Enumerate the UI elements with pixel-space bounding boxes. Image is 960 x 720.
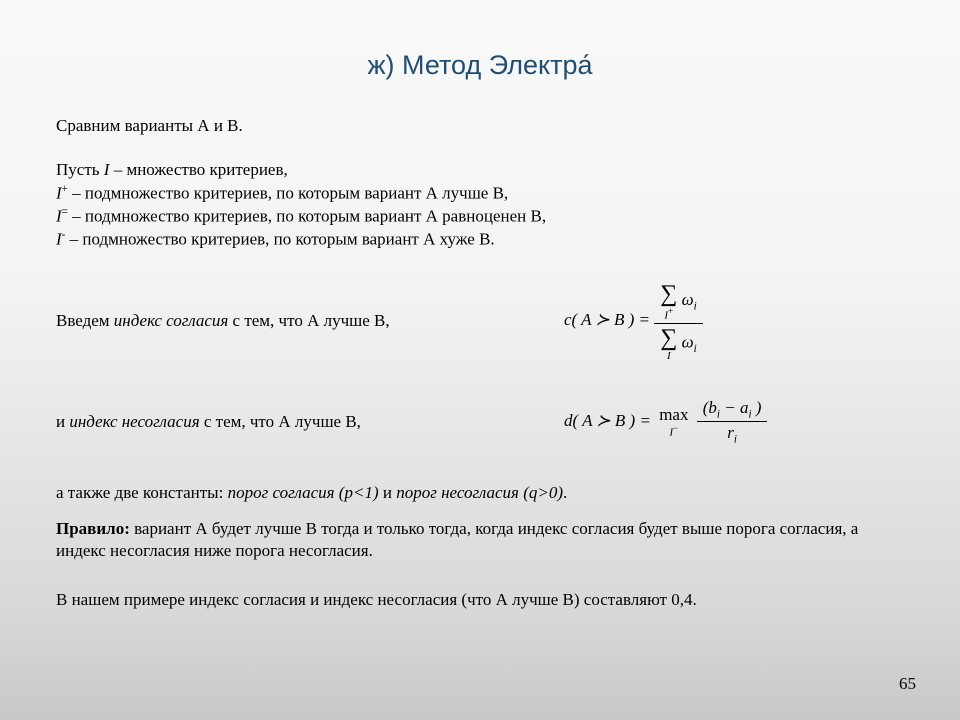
page-number: 65 bbox=[899, 674, 916, 694]
r1-num-i: i bbox=[694, 301, 697, 313]
definitions-block: Пусть I – множество критериев, I+ – подм… bbox=[56, 159, 904, 251]
r1-denominator: ∑ I ωi bbox=[654, 324, 702, 362]
disagreement-index-row: и индекс несогласия с тем, что А лучше В… bbox=[56, 398, 904, 446]
rule-text: вариант А будет лучше В тогда и только т… bbox=[56, 519, 858, 560]
def3-text: – подмножество критериев, по которым вар… bbox=[68, 207, 546, 226]
agreement-index-formula: c( A ≻ B ) = ∑ I+ ωi ∑ I ωi bbox=[564, 281, 904, 362]
example-paragraph: В нашем примере индекс согласия и индекс… bbox=[56, 589, 904, 611]
r2-fraction: (bi − ai ) ri bbox=[697, 398, 768, 446]
r1-den-omega: ω bbox=[682, 332, 694, 351]
constants-paragraph: а также две константы: порог согласия (p… bbox=[56, 482, 904, 504]
def-line-2: I+ – подмножество критериев, по которым … bbox=[56, 182, 904, 205]
def-line-3: I= – подмножество критериев, по которым … bbox=[56, 205, 904, 228]
slide-title: ж) Метод Электра́ bbox=[56, 50, 904, 81]
r1-num-sum-idx: I+ bbox=[660, 307, 677, 322]
r2-pre: и bbox=[56, 412, 69, 431]
const-term2: порог несогласия (q>0) bbox=[396, 483, 563, 502]
disagreement-index-text: и индекс несогласия с тем, что А лучше В… bbox=[56, 412, 564, 432]
r1-den-i: i bbox=[694, 343, 697, 355]
rule-paragraph: Правило: вариант А будет лучше В тогда и… bbox=[56, 518, 904, 563]
const-mid: и bbox=[379, 483, 397, 502]
r2-lhs: d( A ≻ B ) = bbox=[564, 411, 651, 430]
r2-term: индекс несогласия bbox=[69, 412, 199, 431]
r1-post: с тем, что А лучше В, bbox=[228, 311, 389, 330]
agreement-index-row: Введем индекс согласия с тем, что А лучш… bbox=[56, 281, 904, 362]
disagreement-index-formula: d( A ≻ B ) = max I− (bi − ai ) ri bbox=[564, 398, 904, 446]
sum-icon: ∑ bbox=[660, 281, 677, 308]
r1-numerator: ∑ I+ ωi bbox=[654, 281, 702, 324]
r1-num-omega: ω bbox=[682, 290, 694, 309]
slide: ж) Метод Электра́ Сравним варианты А и В… bbox=[0, 0, 960, 611]
r2-post: с тем, что А лучше В, bbox=[200, 412, 361, 431]
const-pre: а также две константы: bbox=[56, 483, 228, 502]
const-end: . bbox=[563, 483, 567, 502]
r1-term: индекс согласия bbox=[114, 311, 228, 330]
def2-text: – подмножество критериев, по которым вар… bbox=[68, 184, 508, 203]
r1-fraction: ∑ I+ ωi ∑ I ωi bbox=[654, 281, 702, 362]
r2-max-idx: I− bbox=[659, 424, 688, 439]
r2-numerator: (bi − ai ) bbox=[697, 398, 768, 422]
r1-den-sum-idx: I bbox=[660, 351, 677, 362]
def-line-1: Пусть I – множество критериев, bbox=[56, 159, 904, 181]
r1-num-sum: ∑ I+ bbox=[660, 281, 677, 322]
def1-prefix: Пусть bbox=[56, 160, 104, 179]
const-term1: порог согласия (p<1) bbox=[228, 483, 379, 502]
def-line-4: I- – подмножество критериев, по которым … bbox=[56, 228, 904, 251]
r1-lhs: c( A ≻ B ) = bbox=[564, 310, 650, 329]
rule-label: Правило: bbox=[56, 519, 130, 538]
intro-paragraph: Сравним варианты А и В. bbox=[56, 115, 904, 137]
r2-max: max I− bbox=[659, 405, 688, 439]
r1-pre: Введем bbox=[56, 311, 114, 330]
r1-den-sum: ∑ I bbox=[660, 325, 677, 362]
sum-icon: ∑ bbox=[660, 325, 677, 352]
def4-text: – подмножество критериев, по которым вар… bbox=[65, 230, 494, 249]
def1-text: – множество критериев, bbox=[109, 160, 287, 179]
agreement-index-text: Введем индекс согласия с тем, что А лучш… bbox=[56, 311, 564, 331]
r2-denominator: ri bbox=[697, 422, 768, 445]
r2-max-label: max bbox=[659, 405, 688, 425]
